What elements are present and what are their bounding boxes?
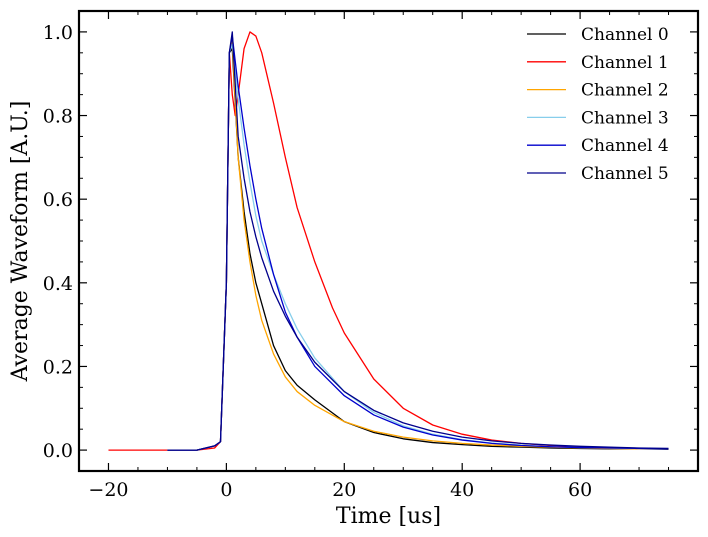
legend-label: Channel 1 <box>581 53 669 73</box>
legend-label: Channel 0 <box>581 25 669 45</box>
plot-frame <box>77 9 700 473</box>
x-tick-label: 40 <box>450 479 474 501</box>
y-tick-label: 0.6 <box>43 189 73 211</box>
y-tick-label: 0.4 <box>43 273 73 295</box>
y-tick-label: 1.0 <box>43 22 73 44</box>
y-tick-label: 0.8 <box>43 106 73 128</box>
x-tick-label: 20 <box>332 479 356 501</box>
x-tick-label: 0 <box>220 479 232 501</box>
x-tick-label: −20 <box>88 479 128 501</box>
legend-label: Channel 2 <box>581 81 669 101</box>
legend-label: Channel 3 <box>581 108 669 128</box>
x-tick-label: 60 <box>568 479 592 501</box>
y-axis-label: Average Waveform [A.U.] <box>8 101 33 383</box>
legend: Channel 0 Channel 1 Channel 2 Channel 3 Chan… <box>527 25 669 184</box>
legend-label: Channel 4 <box>581 136 669 156</box>
y-tick-label: 0.2 <box>43 356 73 378</box>
x-axis-label: Time [us] <box>336 504 441 529</box>
legend-label: Channel 5 <box>581 164 669 184</box>
plot-lines <box>108 31 669 451</box>
y-tick-label: 0.0 <box>43 440 73 462</box>
series-line-channel-5 <box>167 31 669 451</box>
tick-labels: −20 0 20 40 60 0.0 0.2 0.4 0.6 0.8 1.0 <box>43 22 592 501</box>
